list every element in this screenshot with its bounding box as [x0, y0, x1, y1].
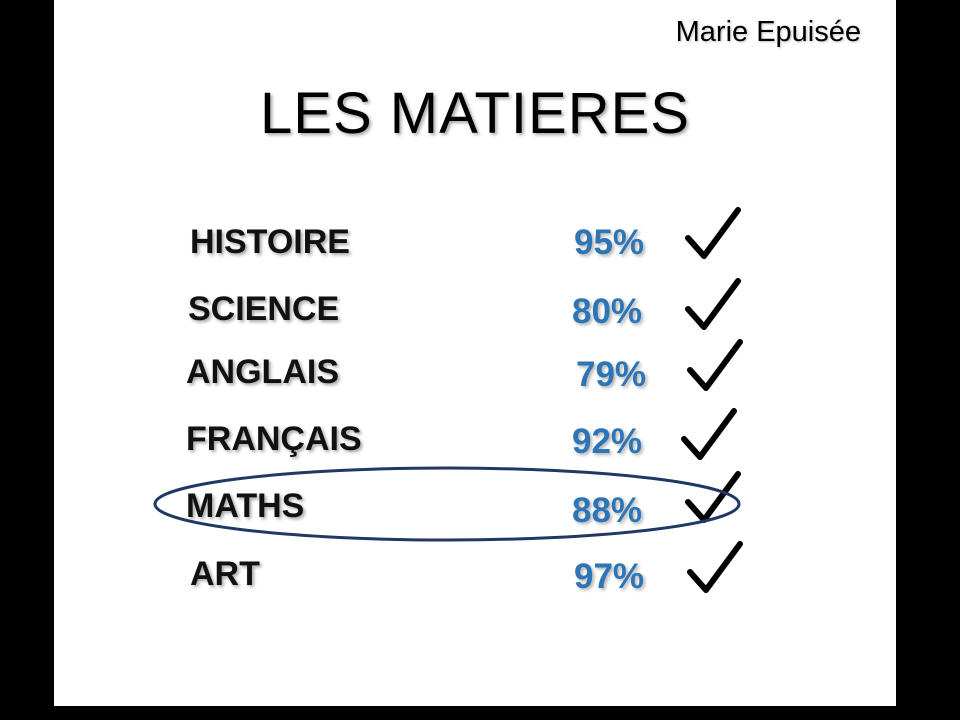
slide: Marie Epuisée LES MATIERES HISTOIRE 95% … [54, 0, 896, 706]
checkmark-icon [686, 338, 746, 398]
subject-row-histoire: HISTOIRE 95% [54, 207, 896, 286]
subject-row-anglais: ANGLAIS 79% [54, 339, 896, 416]
subject-score: 92% [572, 422, 643, 461]
subject-score: 88% [572, 491, 643, 530]
subject-row-art: ART 97% [54, 541, 896, 618]
checkmark-icon [684, 277, 744, 337]
slide-title: LES MATIERES [260, 81, 690, 146]
subject-score: 95% [574, 223, 645, 262]
subject-score: 80% [572, 292, 643, 331]
subject-name: ART [190, 555, 260, 593]
subject-row-francais: FRANÇAIS 92% [54, 408, 896, 483]
subject-score: 79% [576, 355, 647, 394]
subject-name: MATHS [186, 487, 305, 525]
subject-score: 97% [574, 557, 645, 596]
subject-row-science: SCIENCE 80% [54, 278, 896, 353]
subject-row-maths: MATHS 88% [54, 471, 896, 550]
subject-name: FRANÇAIS [186, 420, 362, 458]
subject-name: SCIENCE [188, 290, 340, 328]
checkmark-icon [686, 540, 746, 600]
checkmark-icon [680, 407, 740, 467]
checkmark-icon [684, 206, 744, 266]
author-name: Marie Epuisée [675, 16, 861, 48]
subject-name: ANGLAIS [186, 353, 339, 391]
checkmark-icon [684, 470, 744, 530]
subject-name: HISTOIRE [190, 223, 350, 261]
